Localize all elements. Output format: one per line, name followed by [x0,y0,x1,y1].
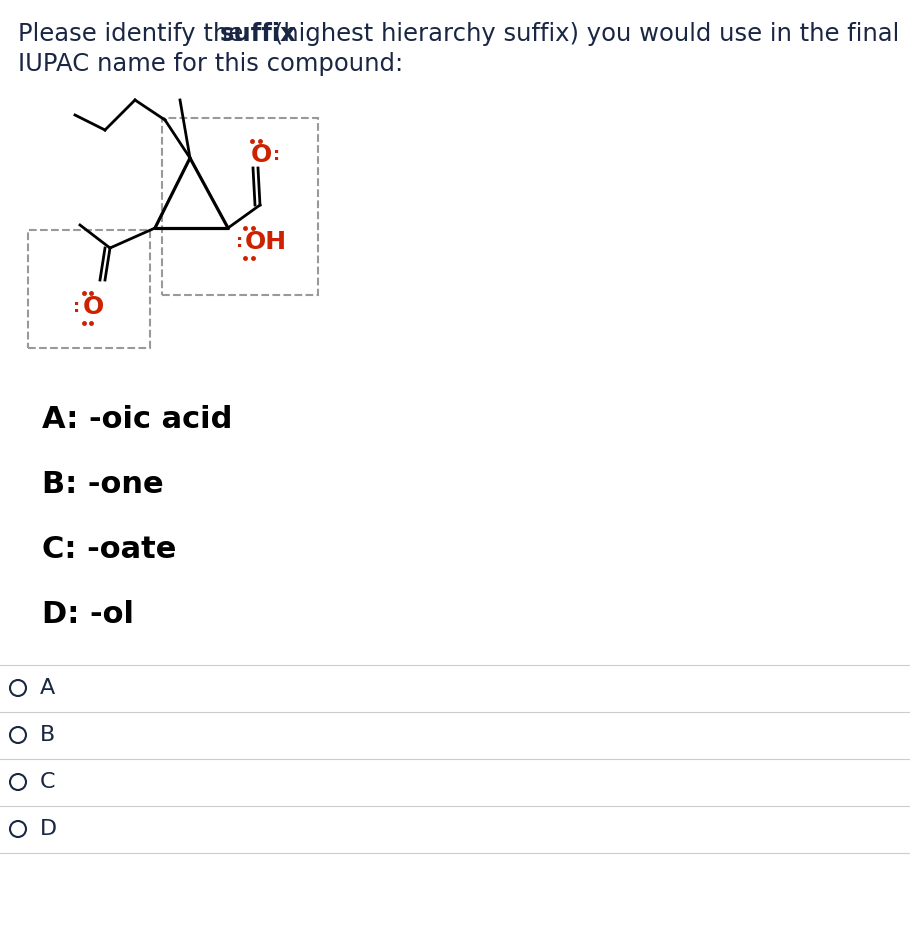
Bar [28,230,150,348]
Text: :: : [273,146,280,164]
Text: B: B [40,725,56,745]
Text: :: : [73,298,80,316]
Text: Please identify the: Please identify the [18,22,251,46]
Text: OH: OH [245,230,288,254]
Text: IUPAC name for this compound:: IUPAC name for this compound: [18,52,403,76]
Text: (highest hierarchy suffix) you would use in the final: (highest hierarchy suffix) you would use… [266,22,899,46]
Bar [162,118,318,295]
Text: O: O [83,295,105,319]
Text: D: D [40,819,57,839]
Text: B: -one: B: -one [42,470,164,499]
Text: O: O [251,143,272,167]
Text: C: C [40,772,56,792]
Text: A: A [40,678,56,698]
Text: :: : [236,233,243,251]
Text: C: -oate: C: -oate [42,535,177,564]
Text: D: -ol: D: -ol [42,600,134,629]
Text: A: -oic acid: A: -oic acid [42,405,232,434]
Text: suffix: suffix [220,22,297,46]
